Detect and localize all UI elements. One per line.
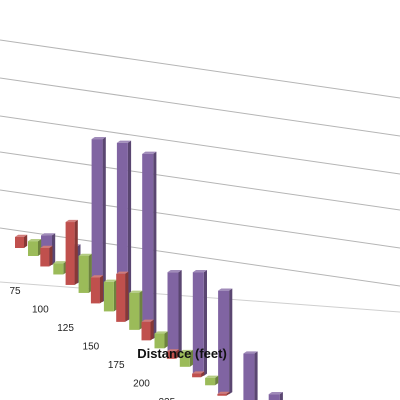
bar	[116, 271, 129, 322]
bar	[243, 351, 258, 400]
x-tick-label: 150	[83, 341, 100, 352]
bar	[40, 245, 53, 267]
x-tick-label: 75	[9, 286, 21, 297]
bar	[129, 290, 143, 330]
bar	[141, 319, 154, 341]
gridline	[0, 115, 400, 175]
bar	[166, 349, 179, 359]
bar	[167, 270, 182, 358]
bar	[65, 219, 78, 285]
gridline	[0, 189, 400, 249]
bar	[116, 140, 132, 321]
bar	[78, 253, 92, 293]
bar	[154, 331, 168, 349]
bar	[90, 275, 104, 304]
bar	[15, 234, 28, 248]
bar	[268, 392, 283, 400]
x-tick-label: 200	[133, 378, 150, 389]
bar	[142, 151, 157, 339]
bar	[218, 288, 233, 395]
bar	[205, 375, 219, 386]
bar	[192, 270, 207, 376]
bar	[28, 239, 42, 256]
bar	[53, 261, 67, 275]
x-axis-tick-labels: 7510012515017520022525027530032535037540…	[9, 286, 175, 400]
x-axis-title: Distance (feet)	[137, 346, 227, 361]
gridline	[0, 151, 400, 211]
bar-series	[15, 136, 283, 400]
x-tick-label: 225	[158, 397, 175, 400]
bar	[103, 279, 118, 312]
x-tick-label: 100	[32, 304, 49, 315]
x-tick-label: 125	[57, 323, 74, 334]
x-tick-label: 175	[108, 360, 125, 371]
bar	[91, 136, 106, 302]
bar	[217, 391, 230, 396]
gridline	[0, 77, 400, 137]
bar	[179, 349, 193, 367]
bar	[192, 371, 205, 378]
gridline	[0, 39, 400, 99]
